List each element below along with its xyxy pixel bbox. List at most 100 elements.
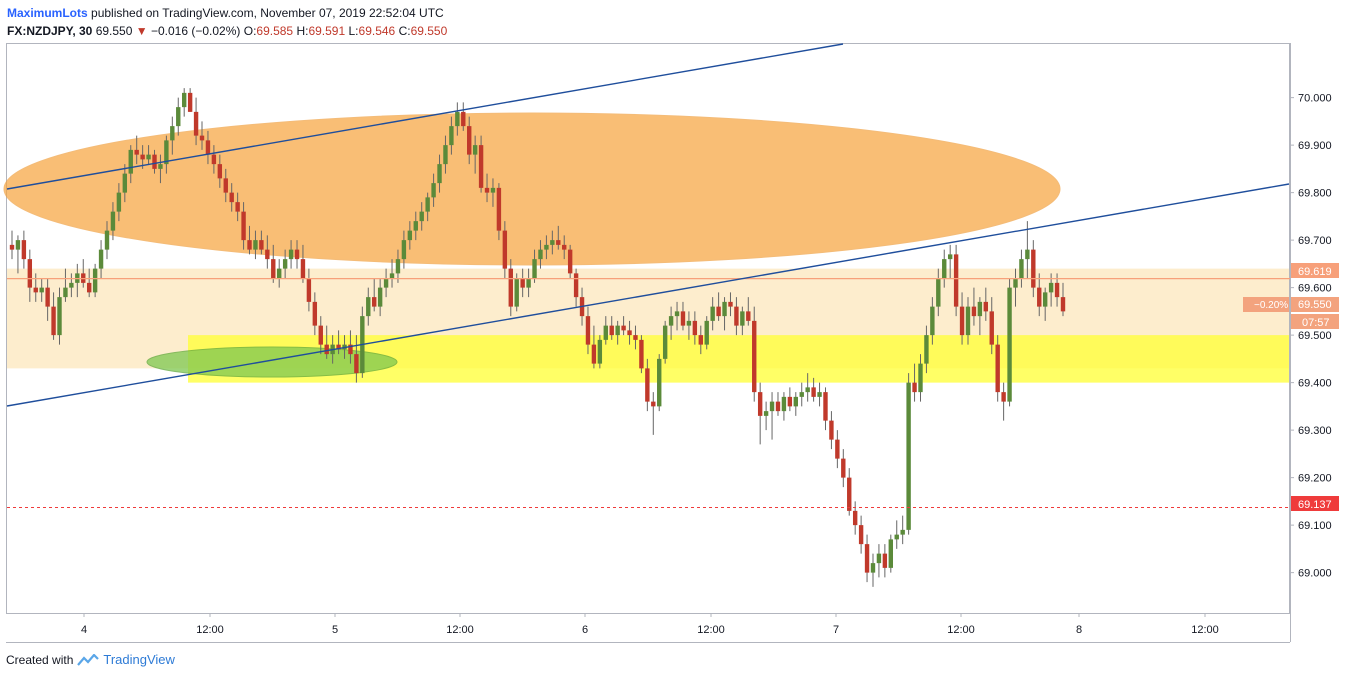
candle-body <box>752 320 757 393</box>
candle-body <box>271 259 276 279</box>
candle-body <box>858 525 864 545</box>
candle-body <box>769 401 775 412</box>
candle-body <box>158 164 163 169</box>
candle-body <box>841 458 846 478</box>
candle-body <box>152 154 157 169</box>
candle-body <box>882 553 888 568</box>
candle-body <box>21 240 27 260</box>
candle-body <box>977 301 983 317</box>
candle-body <box>799 392 804 397</box>
resistance-tag: 69.619 <box>1298 266 1332 278</box>
time-tick-label: 4 <box>81 624 87 636</box>
candle-body <box>312 301 318 326</box>
price-tick-label: 69.700 <box>1298 235 1332 247</box>
candle-body <box>603 325 608 340</box>
resistance-tag-bg <box>1291 263 1339 278</box>
upper-trendline <box>6 43 844 190</box>
candle-body <box>377 287 383 307</box>
change-tag-bg <box>1243 297 1289 312</box>
candle-body <box>1025 249 1030 260</box>
candle-body <box>942 259 947 279</box>
time-tick-label: 12:00 <box>1191 624 1219 636</box>
candle-body <box>372 297 377 307</box>
price-tick-label: 69.100 <box>1298 520 1332 532</box>
time-tick-label: 12:00 <box>947 624 975 636</box>
candle-body <box>924 335 929 364</box>
created-with-label: Created with <box>6 652 74 667</box>
price-tick-label: 70.000 <box>1298 93 1332 105</box>
time-tick-label: 12:00 <box>697 624 725 636</box>
tradingview-brand-link[interactable]: TradingView <box>103 652 175 667</box>
candle-body <box>318 325 323 345</box>
candle-body <box>657 358 662 407</box>
open-value: 69.585 <box>256 24 294 38</box>
candle-body <box>609 325 614 336</box>
candle-body <box>852 510 858 526</box>
candle-body <box>1060 297 1066 312</box>
drawing-zones <box>3 112 1289 383</box>
candle-body <box>401 240 407 260</box>
change-tag: −0.20% <box>1254 300 1288 311</box>
red-level-tag: 69.137 <box>1298 499 1332 511</box>
candle-body <box>1007 287 1012 402</box>
candle-body <box>645 368 650 402</box>
candle-body <box>573 273 579 298</box>
candle-body <box>508 268 513 307</box>
candle-body <box>395 259 401 274</box>
countdown-tag: 07:57 <box>1302 317 1330 329</box>
candle-body <box>170 126 175 141</box>
candle-body <box>1019 259 1024 279</box>
candle-body <box>455 111 460 127</box>
candle-body <box>532 259 537 279</box>
candle-body <box>906 382 911 530</box>
candle-body <box>443 145 448 165</box>
candle-body <box>122 173 128 193</box>
price-tick-label: 69.000 <box>1298 568 1332 580</box>
candle-body <box>478 145 484 188</box>
candle-body <box>805 387 810 393</box>
candle-body <box>134 149 139 155</box>
candle-body <box>983 301 989 312</box>
candle-body <box>930 306 935 336</box>
candle-body <box>526 278 531 288</box>
candle-body <box>894 534 899 540</box>
candle-body <box>740 311 745 326</box>
candle-body <box>710 306 715 321</box>
candle-body <box>383 278 389 288</box>
candle-body <box>241 211 246 241</box>
candle-body <box>187 92 193 112</box>
candle-body <box>69 282 74 288</box>
publish-info: published on TradingView.com, November 0… <box>91 6 444 20</box>
candle-body <box>45 287 50 307</box>
candle-body <box>324 344 329 355</box>
time-axis[interactable]: 4 12:00 5 12:00 6 12:00 7 12:00 8 12:00 <box>81 613 1219 636</box>
symbol-label[interactable]: FX:NZDJPY, 30 <box>7 24 93 38</box>
candle-body <box>467 126 472 155</box>
author-link[interactable]: MaximumLots <box>7 6 88 20</box>
candle-body <box>615 325 620 336</box>
candle-body <box>140 154 145 160</box>
price-tick-label: 69.300 <box>1298 425 1332 437</box>
candle-body <box>199 135 205 141</box>
high-value: 69.591 <box>308 24 346 38</box>
lower-trendline <box>6 183 1290 407</box>
candle-body <box>680 311 686 326</box>
candle-body <box>538 249 543 260</box>
candle-body <box>51 306 56 336</box>
price-change: −0.016 (−0.02%) <box>150 24 241 38</box>
candle-body <box>110 211 116 231</box>
price-axis[interactable]: 70.000 69.900 69.800 69.700 69.600 69.500 69.4… <box>1290 93 1332 580</box>
candle-body <box>876 553 882 564</box>
candle-body <box>995 344 1000 393</box>
time-tick-label: 12:00 <box>446 624 474 636</box>
candle-body <box>746 311 751 321</box>
down-arrow-icon: ▼ <box>135 24 148 38</box>
candle-body <box>550 240 555 245</box>
candle-body <box>211 154 217 165</box>
candle-body <box>1031 249 1036 288</box>
candle-body <box>556 240 561 245</box>
candle-body <box>1054 282 1060 298</box>
candle-body <box>496 187 502 231</box>
current-price-tag: 69.550 <box>1298 299 1332 311</box>
